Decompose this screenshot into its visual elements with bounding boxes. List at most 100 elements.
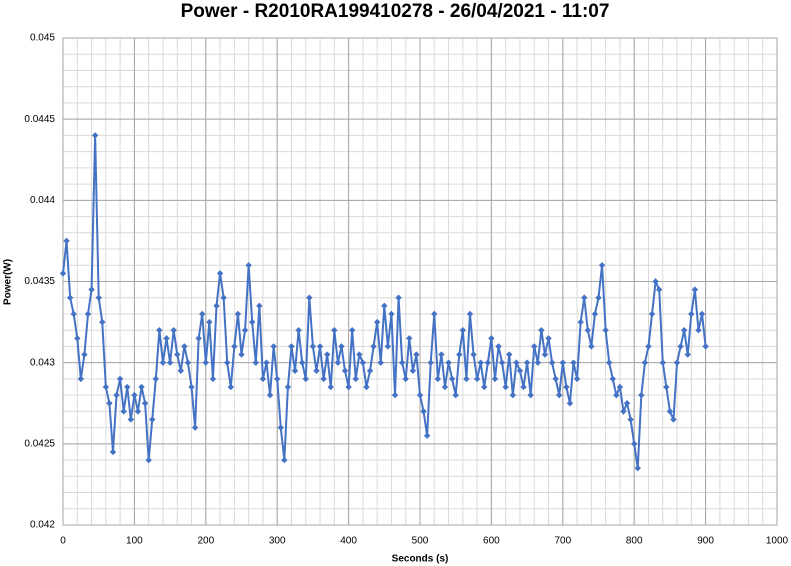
point-marker xyxy=(323,351,331,358)
point-marker xyxy=(363,383,370,391)
point-marker xyxy=(620,408,627,415)
point-marker xyxy=(391,391,399,399)
x-tick-label: 900 xyxy=(697,536,714,547)
point-marker xyxy=(406,335,413,342)
point-marker xyxy=(238,351,245,358)
point-marker xyxy=(659,359,666,366)
x-tick-label: 300 xyxy=(269,536,286,547)
point-marker xyxy=(541,351,549,358)
point-marker xyxy=(688,310,695,318)
point-marker xyxy=(402,375,409,383)
x-tick-label: 700 xyxy=(554,536,571,547)
point-marker xyxy=(291,367,299,374)
point-marker xyxy=(259,375,267,383)
point-marker xyxy=(177,367,185,374)
point-marker xyxy=(409,367,417,374)
point-marker xyxy=(384,343,392,350)
point-marker xyxy=(666,408,674,415)
x-tick-label: 200 xyxy=(197,536,214,547)
point-marker xyxy=(534,359,542,366)
point-marker xyxy=(538,327,545,334)
point-marker xyxy=(641,359,649,366)
point-marker xyxy=(381,302,388,310)
point-marker xyxy=(456,351,463,358)
point-marker xyxy=(431,310,438,318)
point-marker xyxy=(145,456,152,464)
point-marker xyxy=(366,367,374,374)
point-marker xyxy=(552,375,559,383)
point-marker xyxy=(88,286,95,293)
point-marker xyxy=(116,375,124,383)
point-marker xyxy=(520,383,527,391)
point-marker xyxy=(484,359,492,366)
point-marker xyxy=(306,294,313,301)
point-marker xyxy=(281,456,288,464)
point-marker xyxy=(509,391,517,399)
point-marker xyxy=(645,343,652,350)
point-marker xyxy=(134,408,142,415)
point-marker xyxy=(613,391,620,399)
point-marker xyxy=(527,391,534,399)
point-marker xyxy=(413,351,420,358)
point-marker xyxy=(188,383,195,391)
point-marker xyxy=(131,391,138,399)
point-marker xyxy=(606,359,613,366)
point-marker xyxy=(174,351,181,358)
point-marker xyxy=(388,310,395,318)
point-marker xyxy=(327,383,334,391)
point-marker xyxy=(309,343,317,350)
point-marker xyxy=(423,432,431,439)
y-tick-label: 0.043 xyxy=(30,357,55,368)
point-marker xyxy=(341,367,349,374)
point-marker xyxy=(395,294,402,301)
x-tick-label: 0 xyxy=(60,536,66,547)
y-tick-label: 0.045 xyxy=(30,33,55,44)
x-tick-label: 800 xyxy=(626,536,643,547)
point-marker xyxy=(563,383,570,391)
point-marker xyxy=(220,294,227,301)
point-marker xyxy=(452,391,459,399)
point-marker xyxy=(373,318,381,326)
point-marker xyxy=(577,318,584,326)
point-marker xyxy=(655,286,663,293)
point-marker xyxy=(231,343,238,350)
point-marker xyxy=(216,270,224,277)
point-marker xyxy=(102,383,110,391)
series-line xyxy=(62,135,707,469)
point-marker xyxy=(295,327,302,334)
point-marker xyxy=(191,424,199,431)
point-marker xyxy=(441,383,449,391)
point-marker xyxy=(513,359,520,366)
point-marker xyxy=(206,318,213,326)
point-marker xyxy=(338,343,345,350)
point-marker xyxy=(684,351,691,358)
point-marker xyxy=(81,351,88,358)
point-marker xyxy=(274,375,281,383)
point-marker xyxy=(581,294,588,301)
point-marker xyxy=(59,270,67,277)
point-marker xyxy=(241,327,249,334)
x-tick-label: 400 xyxy=(340,536,357,547)
point-marker xyxy=(163,335,170,342)
point-marker xyxy=(623,400,631,407)
point-marker xyxy=(609,375,616,383)
point-marker xyxy=(631,440,638,448)
point-marker xyxy=(152,375,160,383)
point-marker xyxy=(138,383,145,391)
x-axis-title: Seconds (s) xyxy=(392,554,449,565)
point-marker xyxy=(438,351,445,358)
point-marker xyxy=(252,359,259,366)
point-marker xyxy=(473,375,481,383)
point-marker xyxy=(334,359,342,366)
point-marker xyxy=(170,327,177,334)
point-marker xyxy=(377,359,384,366)
point-marker xyxy=(470,351,477,358)
point-marker xyxy=(673,359,681,366)
chart-title: Power - R2010RA199410278 - 26/04/2021 - … xyxy=(181,1,610,22)
point-marker xyxy=(266,391,274,399)
point-marker xyxy=(331,327,338,334)
point-marker xyxy=(531,343,538,350)
point-marker xyxy=(434,375,442,383)
point-marker xyxy=(680,327,688,334)
point-marker xyxy=(559,359,566,366)
